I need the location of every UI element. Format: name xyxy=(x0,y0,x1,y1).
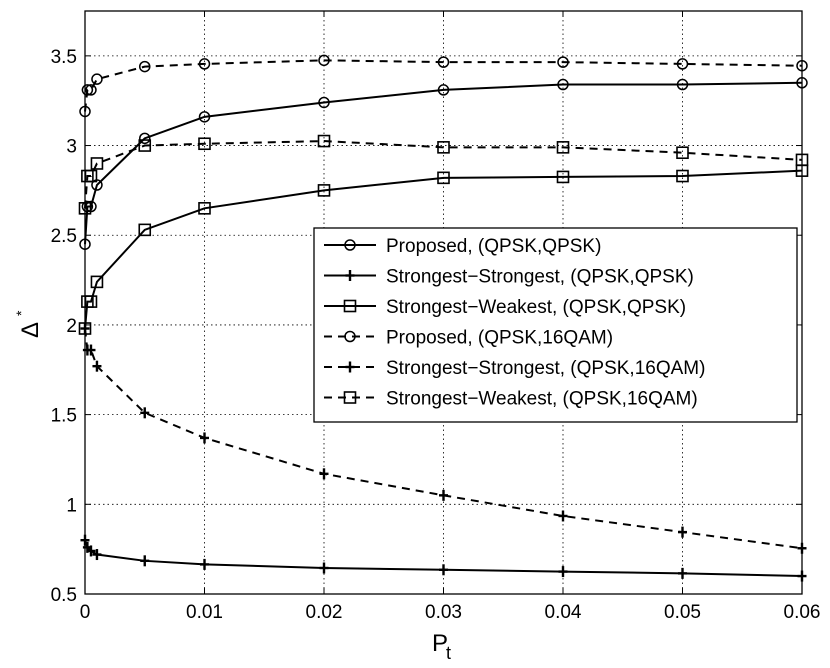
data-point xyxy=(200,432,209,444)
data-point xyxy=(437,141,450,154)
data-point xyxy=(140,407,150,419)
data-point xyxy=(200,558,209,570)
data-point xyxy=(678,567,687,579)
data-point xyxy=(318,96,330,109)
series-line xyxy=(84,140,803,209)
data-point xyxy=(439,564,448,576)
data-point xyxy=(138,139,152,152)
data-point xyxy=(317,134,331,148)
x-tick-label: 0.04 xyxy=(545,602,582,623)
series-line xyxy=(84,59,803,112)
data-point xyxy=(139,132,151,145)
series-2 xyxy=(80,534,807,582)
data-point xyxy=(317,184,331,197)
data-point xyxy=(86,344,96,356)
legend-label: Strongest−Strongest, (QPSK,QPSK) xyxy=(386,267,694,288)
data-point xyxy=(198,58,211,70)
data-point xyxy=(92,549,102,561)
data-point xyxy=(90,157,104,170)
y-tick-label: 2.5 xyxy=(51,226,77,247)
data-point xyxy=(558,510,568,522)
data-point xyxy=(319,562,329,574)
data-point xyxy=(85,84,97,96)
legend-label: Proposed, (QPSK,16QAM) xyxy=(386,328,613,349)
data-point xyxy=(91,73,103,85)
series-layer xyxy=(78,54,809,582)
legend-label: Strongest−Strongest, (QPSK,16QAM) xyxy=(386,358,705,379)
legend-label: Strongest−Weakest, (QPSK,16QAM) xyxy=(386,389,698,410)
legend-marker xyxy=(343,391,357,404)
legend: Proposed, (QPSK,QPSK) Strongest−Strongest… xyxy=(313,227,798,423)
data-point xyxy=(86,545,96,557)
x-tick-label: 0 xyxy=(80,602,91,623)
data-point xyxy=(557,78,569,91)
legend-marker xyxy=(343,299,357,313)
x-axis-label-subscript: t xyxy=(446,643,451,663)
data-point xyxy=(198,202,211,215)
data-point xyxy=(676,169,689,183)
y-tick-label: 0.5 xyxy=(51,585,77,606)
data-point xyxy=(198,137,211,151)
x-axis-label: P t xyxy=(432,630,451,663)
legend-box xyxy=(313,227,798,423)
legend-marker xyxy=(345,270,355,281)
data-point xyxy=(319,468,329,480)
data-point xyxy=(198,111,211,123)
data-point xyxy=(439,489,448,501)
data-point xyxy=(138,223,152,237)
data-point xyxy=(437,56,450,68)
y-tick-label: 1.5 xyxy=(51,406,77,427)
x-tick-label: 0.02 xyxy=(306,602,343,623)
data-point xyxy=(437,84,450,96)
data-point xyxy=(558,566,568,578)
y-tick-label: 1 xyxy=(66,495,77,516)
data-point xyxy=(556,170,570,184)
legend-label: Proposed, (QPSK,QPSK) xyxy=(386,236,601,257)
x-tick-label: 0.03 xyxy=(425,602,462,623)
legend-label: Strongest−Weakest, (QPSK,QPSK) xyxy=(386,297,686,318)
data-point xyxy=(556,141,570,154)
legend-marker xyxy=(344,239,356,251)
y-axis-label-main: Δ xyxy=(17,322,44,338)
legend-marker xyxy=(344,330,356,343)
data-point xyxy=(81,84,94,96)
y-tick-label: 3 xyxy=(66,137,77,158)
x-tick-label: 0.01 xyxy=(186,602,223,623)
data-point xyxy=(676,58,689,70)
axis-ticks: 0 0.01 0.02 0.03 0.04 0.05 0.06 0.5 1 1.5 2 2.5 3 3.5 xyxy=(51,11,821,623)
data-point xyxy=(81,200,94,213)
y-tick-label: 2 xyxy=(66,316,77,337)
data-point xyxy=(676,146,689,160)
data-point xyxy=(557,56,569,68)
data-point xyxy=(318,54,330,67)
data-point xyxy=(676,78,689,91)
data-point xyxy=(139,60,151,73)
data-point xyxy=(140,555,150,567)
y-axis-label: Δ * xyxy=(13,310,44,338)
data-point xyxy=(678,526,687,538)
x-tick-label: 0.06 xyxy=(784,602,821,623)
legend-marker xyxy=(345,361,355,373)
data-point xyxy=(92,360,102,372)
x-tick-label: 0.05 xyxy=(664,602,701,623)
y-axis-label-superscript: * xyxy=(13,310,29,316)
x-axis-label-main: P xyxy=(432,630,448,657)
data-point xyxy=(90,275,104,289)
data-point xyxy=(437,171,450,185)
y-tick-label: 3.5 xyxy=(51,47,77,68)
series-4 xyxy=(79,54,808,118)
series-line xyxy=(84,169,803,329)
